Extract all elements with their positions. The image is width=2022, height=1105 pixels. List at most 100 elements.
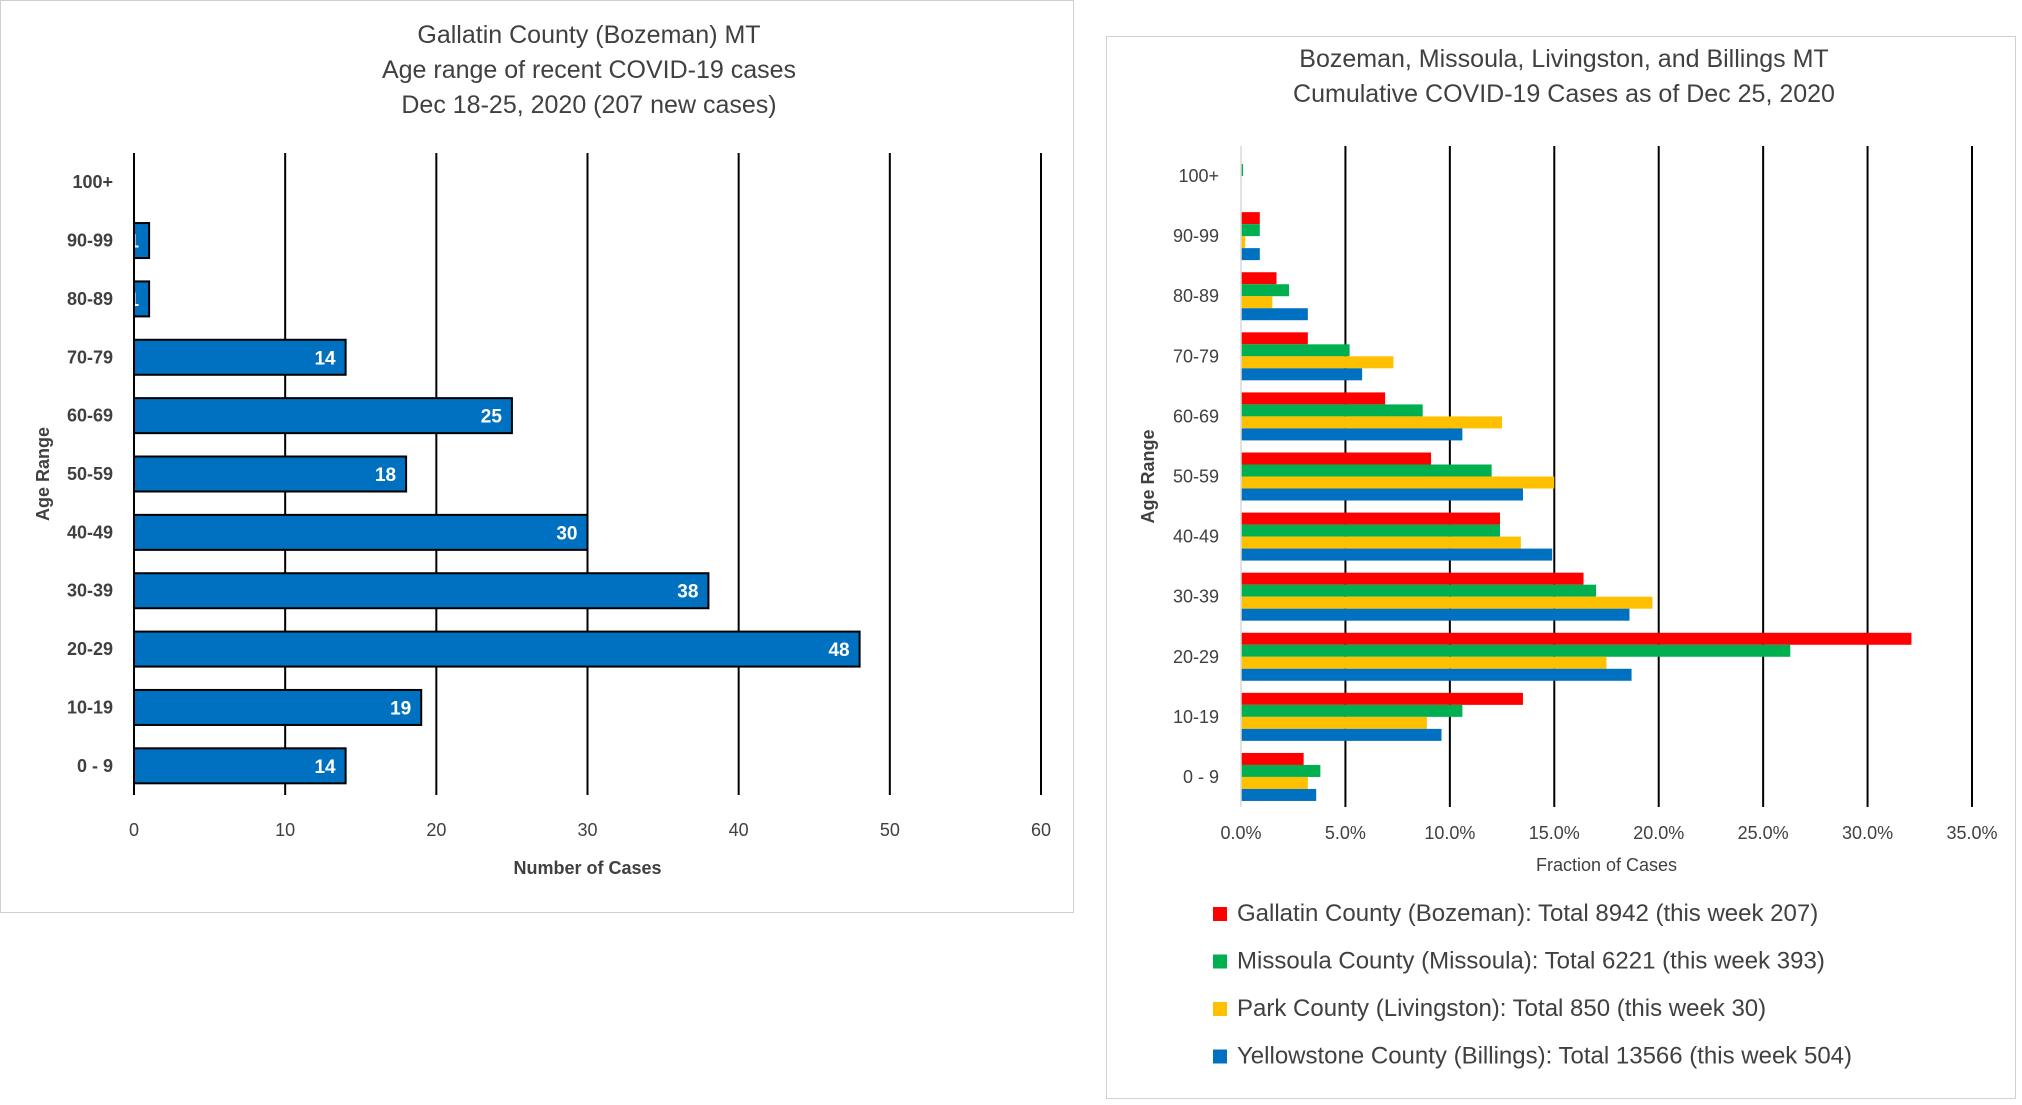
y-tick-label: 50-59 xyxy=(67,464,113,484)
x-tick-label: 25.0% xyxy=(1738,823,1789,843)
bar-series-4 xyxy=(1241,548,1553,561)
bar xyxy=(133,688,423,726)
legend-swatch-2 xyxy=(1213,954,1227,969)
y-tick-label: 90-99 xyxy=(1173,226,1219,246)
y-tick-label: 60-69 xyxy=(67,406,113,426)
bar-series-4 xyxy=(1241,248,1260,261)
bar-series-4 xyxy=(1241,428,1463,441)
bar-series-1 xyxy=(1241,452,1432,465)
left-chart-panel: Gallatin County (Bozeman) MT Age range of… xyxy=(0,0,1074,913)
legend-entry-1: Gallatin County (Bozeman): Total 8942 (t… xyxy=(1237,900,1818,927)
data-label: 18 xyxy=(375,465,396,486)
bar-series-4 xyxy=(1241,368,1363,381)
x-tick-label: 0 xyxy=(129,820,139,840)
x-tick-label: 30 xyxy=(577,820,597,840)
chart-title-line-2: Cumulative COVID-19 Cases as of Dec 25, … xyxy=(1293,80,1835,108)
bar-series-3 xyxy=(1241,536,1521,549)
y-tick-label: 10-19 xyxy=(67,697,113,717)
y-tick-label: 40-49 xyxy=(1173,527,1219,547)
bar-series-3 xyxy=(1241,656,1607,669)
bar-series-4 xyxy=(1241,728,1442,741)
y-tick-label: 30-39 xyxy=(67,581,113,601)
bar-series-1 xyxy=(1241,272,1277,285)
legend-swatch-4 xyxy=(1213,1049,1227,1064)
data-label: 14 xyxy=(314,757,336,778)
bar-series-3 xyxy=(1241,476,1555,489)
y-tick-label: 10-19 xyxy=(1173,707,1219,727)
bar xyxy=(133,338,347,376)
bar-series-4 xyxy=(1241,788,1317,801)
bar-series-1 xyxy=(1241,572,1584,585)
bar xyxy=(133,572,710,610)
y-tick-label: 60-69 xyxy=(1173,406,1219,426)
y-tick-label: 100+ xyxy=(72,172,113,192)
x-tick-label: 35.0% xyxy=(1946,823,1997,843)
cumulative-fraction-bar-chart: Bozeman, Missoula, Livingston, and Billi… xyxy=(1138,45,1998,1070)
bar-series-1 xyxy=(1241,392,1386,405)
bar-series-2 xyxy=(1241,524,1500,537)
age-range-bar-chart: Gallatin County (Bozeman) MT Age range of… xyxy=(33,21,1051,878)
x-tick-label: 20.0% xyxy=(1633,823,1684,843)
legend-swatch-1 xyxy=(1213,907,1227,921)
legend-entry-2: Missoula County (Missoula): Total 6221 (… xyxy=(1237,948,1825,975)
bar-series-3 xyxy=(1241,596,1653,609)
bar xyxy=(133,455,408,493)
bar xyxy=(133,513,589,551)
bar-series-3 xyxy=(1241,416,1503,429)
bar-series-1 xyxy=(1241,512,1500,525)
y-tick-label: 20-29 xyxy=(1173,647,1219,667)
legend-entry-4: Yellowstone County (Billings): Total 135… xyxy=(1237,1043,1852,1070)
data-label: 14 xyxy=(314,348,336,369)
x-tick-label: 20 xyxy=(426,820,446,840)
y-tick-label: 80-89 xyxy=(1173,286,1219,306)
x-tick-label: 10 xyxy=(275,820,295,840)
data-label: 30 xyxy=(556,523,577,544)
bar-series-2 xyxy=(1241,284,1290,297)
x-tick-label: 60 xyxy=(1031,820,1051,840)
data-label: 25 xyxy=(481,407,503,428)
bar-series-3 xyxy=(1241,776,1308,789)
bar xyxy=(133,630,861,668)
bar-series-2 xyxy=(1241,344,1350,357)
right-chart-panel: Bozeman, Missoula, Livingston, and Billi… xyxy=(1106,36,2016,1099)
y-tick-label: 70-79 xyxy=(67,347,113,367)
bar-series-2 xyxy=(1241,584,1597,597)
y-tick-label: 20-29 xyxy=(67,639,113,659)
y-tick-label: 0 - 9 xyxy=(1183,767,1219,787)
data-label: 19 xyxy=(390,698,411,719)
data-label: 48 xyxy=(828,640,849,661)
bar-series-2 xyxy=(1241,164,1244,177)
bar-series-3 xyxy=(1241,716,1427,729)
x-tick-label: 30.0% xyxy=(1842,823,1893,843)
x-tick-label: 10.0% xyxy=(1424,823,1475,843)
y-tick-label: 70-79 xyxy=(1173,346,1219,366)
legend-entry-3: Park County (Livingston): Total 850 (thi… xyxy=(1237,995,1766,1022)
bar-series-2 xyxy=(1241,464,1492,477)
y-tick-label: 90-99 xyxy=(67,231,113,251)
bar-series-2 xyxy=(1241,404,1423,417)
y-tick-label: 80-89 xyxy=(67,289,113,309)
bar-series-2 xyxy=(1241,704,1463,717)
bar-series-1 xyxy=(1241,212,1260,225)
bar-series-4 xyxy=(1241,308,1308,321)
chart-title-line-1: Bozeman, Missoula, Livingston, and Billi… xyxy=(1299,45,1828,73)
bar-series-3 xyxy=(1241,356,1394,369)
bar-series-3 xyxy=(1241,236,1246,249)
bar-series-4 xyxy=(1241,488,1523,501)
y-tick-label: 40-49 xyxy=(67,522,113,542)
y-tick-label: 50-59 xyxy=(1173,467,1219,487)
bar-series-1 xyxy=(1241,692,1523,705)
bar-series-1 xyxy=(1241,332,1308,345)
legend-swatch-3 xyxy=(1213,1002,1227,1016)
y-tick-label: 100+ xyxy=(1178,166,1219,186)
bar-series-3 xyxy=(1241,296,1273,309)
x-tick-label: 5.0% xyxy=(1325,823,1366,843)
x-tick-label: 40 xyxy=(729,820,749,840)
x-tick-label: 15.0% xyxy=(1529,823,1580,843)
bar-series-4 xyxy=(1241,608,1630,621)
chart-title-line-2: Age range of recent COVID-19 cases xyxy=(382,56,796,84)
y-axis-title: Age Range xyxy=(33,427,53,521)
x-tick-label: 0.0% xyxy=(1220,823,1261,843)
y-tick-label: 30-39 xyxy=(1173,587,1219,607)
chart-title-line-3: Dec 18-25, 2020 (207 new cases) xyxy=(401,91,776,119)
